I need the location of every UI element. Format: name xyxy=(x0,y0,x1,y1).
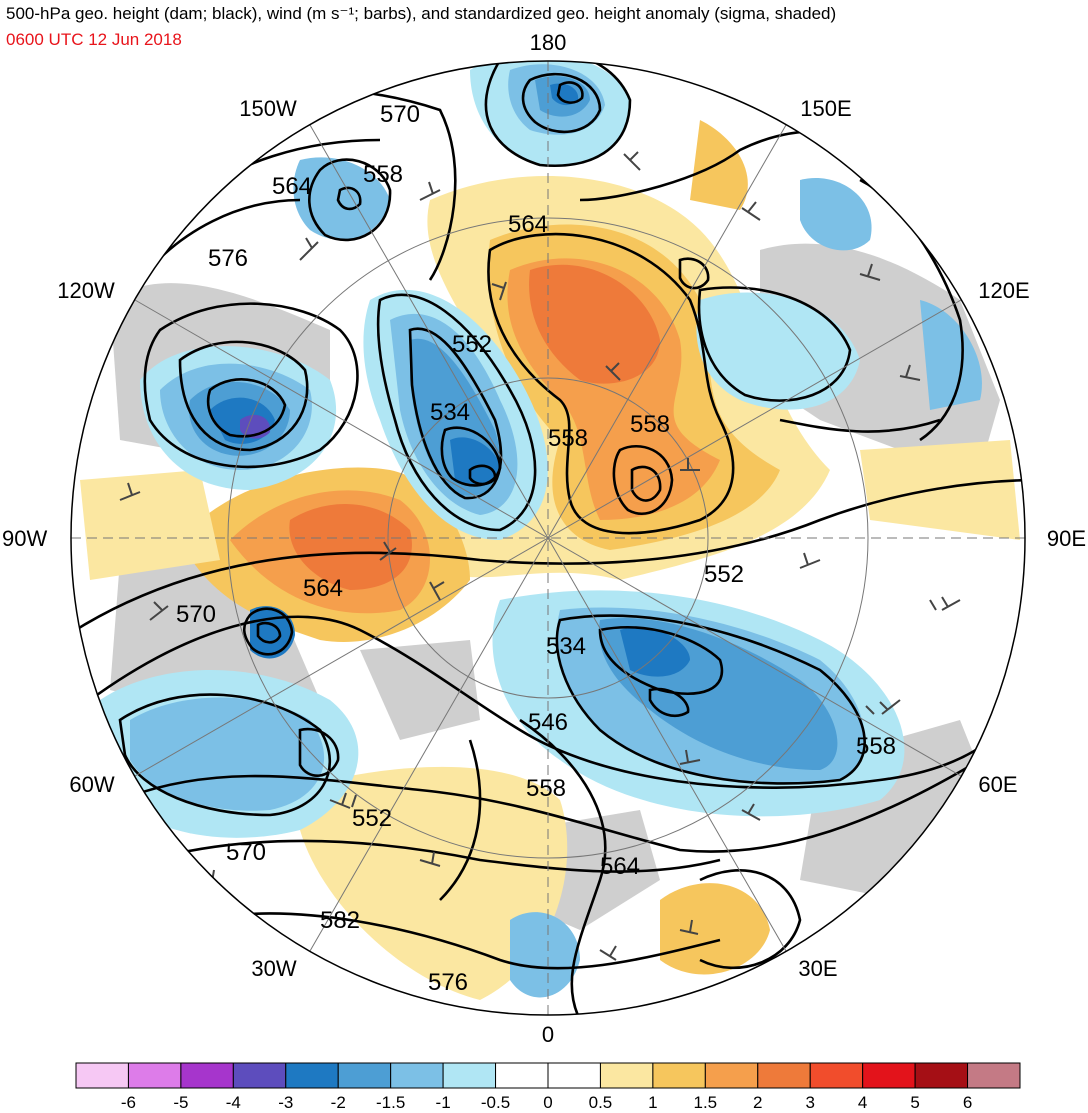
colorbar-swatch xyxy=(495,1062,549,1089)
lon-label-150w: 150W xyxy=(239,96,297,121)
lon-label-0: 0 xyxy=(542,1022,554,1047)
colorbar-tick-label: 0 xyxy=(543,1093,553,1112)
colorbar-swatch xyxy=(809,1062,864,1089)
colorbar-swatch xyxy=(757,1062,811,1089)
contour-label: 570 xyxy=(380,101,420,128)
colorbar-tick-label: 1 xyxy=(648,1093,658,1112)
contour-label: 570 xyxy=(176,601,216,628)
lon-label-60w: 60W xyxy=(69,772,114,797)
colorbar-swatch xyxy=(442,1062,497,1089)
colorbar-tick-label: -6 xyxy=(120,1093,136,1112)
contour-label: 564 xyxy=(508,211,548,238)
contour-label: 546 xyxy=(528,709,568,736)
contour-label: 558 xyxy=(856,733,896,760)
colorbar-swatch xyxy=(285,1062,339,1089)
lon-label-150e: 150E xyxy=(800,96,851,121)
colorbar-tick-label: 2 xyxy=(753,1093,763,1112)
contour-label: 576 xyxy=(428,969,468,996)
colorbar-tick-label: 3 xyxy=(805,1093,815,1112)
lon-label-90e: 90E xyxy=(1047,526,1086,551)
contour-label: 570 xyxy=(226,839,266,866)
colorbar-swatch xyxy=(127,1062,182,1089)
colorbar-tick-label: 0.5 xyxy=(588,1093,613,1112)
anomaly-shading xyxy=(71,61,1025,1015)
contour-label: 564 xyxy=(303,575,343,602)
contour-label: 558 xyxy=(526,775,566,802)
lon-label-30w: 30W xyxy=(251,956,296,981)
contour-value-labels: 570 564 558 576 552 534 564 558 558 552 … xyxy=(176,101,896,996)
contour-label: 552 xyxy=(704,561,744,588)
colorbar-tick-label: -1 xyxy=(435,1093,451,1112)
colorbar-swatch xyxy=(390,1062,444,1089)
colorbar-tick-label: -3 xyxy=(278,1093,294,1112)
contour-label: 564 xyxy=(600,853,640,880)
lon-label-60e: 60E xyxy=(978,772,1017,797)
map-grid xyxy=(71,61,1025,1015)
lon-label-30e: 30E xyxy=(798,956,837,981)
colorbar-tick-label: 5 xyxy=(910,1093,920,1112)
colorbar-tick-label: -0.5 xyxy=(480,1093,511,1112)
contour-label: 534 xyxy=(430,399,470,426)
contour-label: 558 xyxy=(363,161,403,188)
contour-label: 558 xyxy=(548,425,588,452)
lon-label-120w: 120W xyxy=(57,278,115,303)
valid-time: 0600 UTC 12 Jun 2018 xyxy=(6,30,182,49)
colorbar-swatch xyxy=(967,1062,1021,1089)
colorbar-swatch xyxy=(599,1062,654,1089)
contour-label: 582 xyxy=(320,907,360,934)
lon-label-120e: 120E xyxy=(978,278,1029,303)
contour-label: 576 xyxy=(208,245,248,272)
lon-label-90w: 90W xyxy=(2,526,47,551)
colorbar-swatch xyxy=(862,1062,916,1089)
colorbar-swatch xyxy=(547,1062,601,1089)
colorbar-swatch xyxy=(232,1062,287,1089)
contour-label: 552 xyxy=(452,331,492,358)
colorbar-swatch xyxy=(704,1062,759,1089)
map-boundary xyxy=(70,60,1026,1016)
contour-label: 558 xyxy=(630,411,670,438)
colorbar-tick-label: 4 xyxy=(857,1093,868,1112)
colorbar-swatch xyxy=(75,1062,129,1089)
colorbar-tick-label: 1.5 xyxy=(693,1093,718,1112)
contour-label: 534 xyxy=(546,633,586,660)
lon-label-180: 180 xyxy=(530,30,567,55)
colorbar-tick-label: -1.5 xyxy=(376,1093,406,1112)
chart-title: 500-hPa geo. height (dam; black), wind (… xyxy=(6,4,837,23)
contour-label: 564 xyxy=(272,173,312,200)
colorbar-swatch xyxy=(914,1062,969,1089)
colorbar-tick-label: 6 xyxy=(962,1093,973,1112)
longitude-labels: 180 0 90W 90E 150W 120W 150E 120E 60W 30… xyxy=(2,30,1086,1047)
colorbar xyxy=(75,1062,1021,1089)
colorbar-tick-label: -2 xyxy=(330,1093,346,1112)
colorbar-tick-label: -5 xyxy=(173,1093,189,1112)
colorbar-swatch xyxy=(337,1062,392,1089)
contour-label: 552 xyxy=(352,805,392,832)
colorbar-swatch xyxy=(180,1062,234,1089)
colorbar-swatch xyxy=(652,1062,706,1089)
colorbar-tick-label: -4 xyxy=(225,1093,241,1112)
